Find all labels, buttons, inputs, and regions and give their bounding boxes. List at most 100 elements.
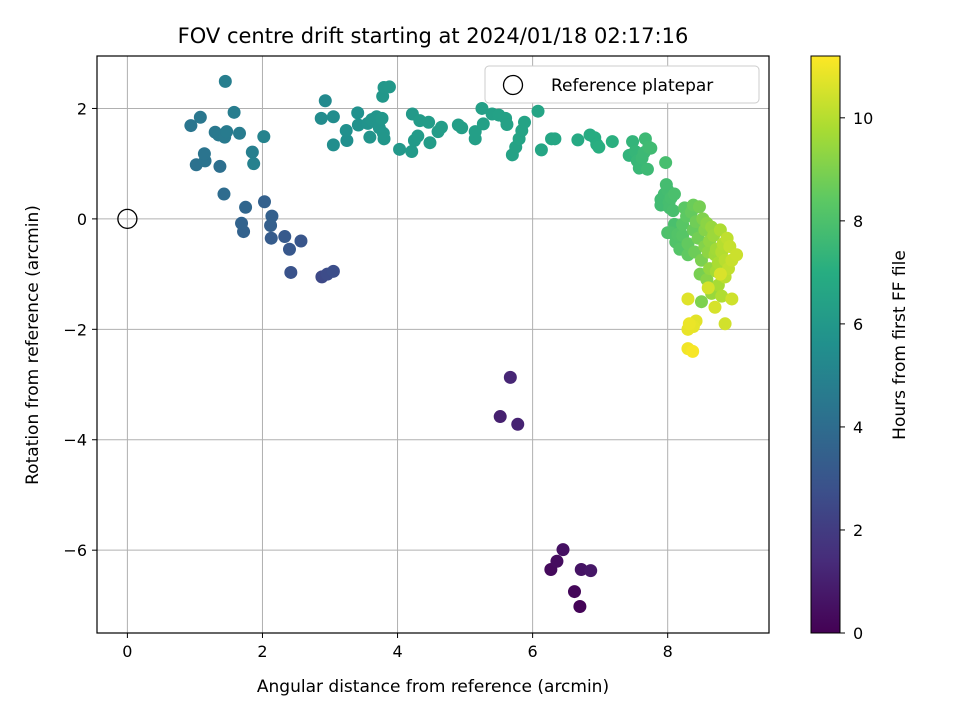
data-point	[686, 344, 700, 358]
data-point	[233, 126, 247, 140]
colorbar-tick-label: 0	[853, 624, 863, 643]
data-point	[681, 292, 695, 306]
data-point	[455, 121, 469, 135]
x-tick-label: 8	[663, 642, 673, 661]
y-axis-label: Rotation from reference (arcmin)	[23, 205, 43, 485]
data-point	[220, 125, 234, 139]
data-point	[718, 317, 732, 331]
data-point	[351, 106, 365, 120]
data-point	[571, 133, 585, 147]
colorbar-tick-label: 10	[853, 109, 873, 128]
data-point	[284, 265, 298, 279]
data-point	[640, 162, 654, 176]
data-point	[375, 111, 389, 125]
data-point	[326, 264, 340, 278]
data-point	[708, 300, 722, 314]
chart-title: FOV centre drift starting at 2024/01/18 …	[178, 24, 689, 48]
data-point	[730, 248, 744, 262]
data-point	[659, 156, 673, 170]
x-tick-label: 2	[257, 642, 267, 661]
data-point	[644, 141, 658, 155]
legend-label: Reference platepar	[551, 76, 713, 96]
data-point	[511, 417, 525, 431]
data-point	[573, 599, 587, 613]
data-point	[278, 230, 292, 244]
data-point	[363, 130, 377, 144]
colorbar-gradient	[810, 55, 841, 634]
data-point	[605, 135, 619, 149]
data-point	[326, 138, 340, 152]
data-point	[713, 267, 727, 281]
data-point	[282, 242, 296, 256]
reference-platepar-marker	[117, 208, 138, 230]
data-point	[694, 295, 708, 309]
plot-frame	[96, 55, 770, 634]
data-point	[264, 231, 278, 245]
x-axis-label: Angular distance from reference (arcmin)	[257, 677, 609, 697]
data-point	[534, 143, 548, 157]
data-point	[294, 234, 308, 248]
legend-open-circle-marker	[502, 74, 524, 96]
data-point	[567, 585, 581, 599]
data-point	[257, 130, 271, 144]
data-point	[245, 145, 259, 159]
data-point	[503, 370, 517, 384]
data-point	[584, 564, 598, 578]
y-tick-label: 0	[77, 210, 87, 229]
data-point	[411, 129, 425, 143]
data-point	[548, 132, 562, 146]
colorbar-tick-label: 6	[853, 315, 863, 334]
x-tick-label: 6	[528, 642, 538, 661]
data-point	[377, 132, 391, 146]
x-tick-label: 4	[392, 642, 402, 661]
data-point	[382, 80, 396, 94]
legend: Reference platepar	[484, 65, 760, 104]
data-point	[434, 120, 448, 134]
data-point	[265, 209, 279, 223]
data-point	[468, 125, 482, 139]
data-point	[500, 117, 514, 131]
y-axis-ticks: −6 −4 −2 0 2	[63, 99, 97, 560]
data-point	[247, 157, 261, 171]
data-point	[227, 105, 241, 119]
data-point	[476, 117, 490, 131]
data-point	[574, 563, 588, 577]
y-tick-label: 2	[77, 99, 87, 118]
data-point	[666, 204, 680, 218]
data-point	[682, 317, 696, 331]
y-tick-label: −2	[63, 320, 87, 339]
data-point	[197, 147, 211, 161]
data-point	[475, 101, 489, 115]
data-point	[184, 119, 198, 133]
data-point	[213, 159, 227, 173]
colorbar-ticks: 0 2 4 6 8 10	[840, 109, 873, 643]
data-point	[314, 111, 328, 125]
data-point	[339, 124, 353, 138]
data-point	[235, 216, 249, 230]
data-point	[257, 195, 271, 209]
colorbar-tick-label: 4	[853, 418, 863, 437]
data-point	[550, 554, 564, 568]
data-point	[715, 289, 729, 303]
data-point	[326, 110, 340, 124]
colorbar-label: Hours from first FF file	[890, 250, 910, 440]
data-point	[692, 200, 706, 214]
data-point	[193, 110, 207, 124]
data-points	[184, 74, 744, 613]
colorbar: 0 2 4 6 8 10 Hours from first FF file	[810, 55, 910, 643]
reference-marker-group	[117, 208, 138, 230]
legend-box	[484, 65, 760, 104]
y-tick-label: −4	[63, 431, 87, 450]
data-point	[218, 74, 232, 88]
data-point	[725, 292, 739, 306]
data-point	[667, 187, 681, 201]
data-point	[405, 145, 419, 159]
y-tick-label: −6	[63, 541, 87, 560]
x-tick-label: 0	[122, 642, 132, 661]
data-point	[518, 115, 532, 129]
colorbar-tick-label: 2	[853, 521, 863, 540]
x-axis-ticks: 0 2 4 6 8	[122, 633, 673, 661]
data-point	[422, 115, 436, 129]
data-point	[626, 135, 640, 149]
